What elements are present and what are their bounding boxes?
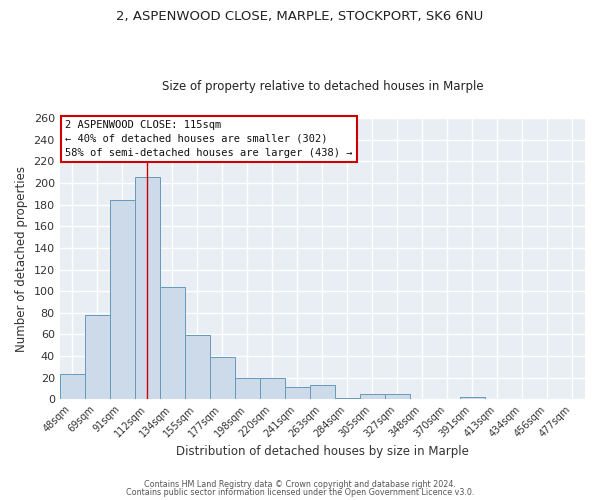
Bar bbox=[235, 378, 260, 399]
Text: Contains public sector information licensed under the Open Government Licence v3: Contains public sector information licen… bbox=[126, 488, 474, 497]
Bar bbox=[260, 378, 285, 399]
X-axis label: Distribution of detached houses by size in Marple: Distribution of detached houses by size … bbox=[176, 444, 469, 458]
Title: Size of property relative to detached houses in Marple: Size of property relative to detached ho… bbox=[161, 80, 483, 94]
Bar bbox=[110, 200, 135, 399]
Bar bbox=[210, 357, 235, 399]
Bar bbox=[185, 336, 210, 399]
Bar bbox=[59, 374, 85, 399]
Bar bbox=[310, 385, 335, 399]
Bar bbox=[385, 394, 410, 399]
Text: 2 ASPENWOOD CLOSE: 115sqm
← 40% of detached houses are smaller (302)
58% of semi: 2 ASPENWOOD CLOSE: 115sqm ← 40% of detac… bbox=[65, 120, 352, 158]
Y-axis label: Number of detached properties: Number of detached properties bbox=[15, 166, 28, 352]
Bar bbox=[285, 388, 310, 399]
Bar bbox=[135, 176, 160, 399]
Bar bbox=[335, 398, 360, 399]
Bar bbox=[160, 287, 185, 399]
Text: 2, ASPENWOOD CLOSE, MARPLE, STOCKPORT, SK6 6NU: 2, ASPENWOOD CLOSE, MARPLE, STOCKPORT, S… bbox=[116, 10, 484, 23]
Bar bbox=[360, 394, 385, 399]
Text: Contains HM Land Registry data © Crown copyright and database right 2024.: Contains HM Land Registry data © Crown c… bbox=[144, 480, 456, 489]
Bar bbox=[85, 315, 110, 399]
Bar bbox=[460, 397, 485, 399]
